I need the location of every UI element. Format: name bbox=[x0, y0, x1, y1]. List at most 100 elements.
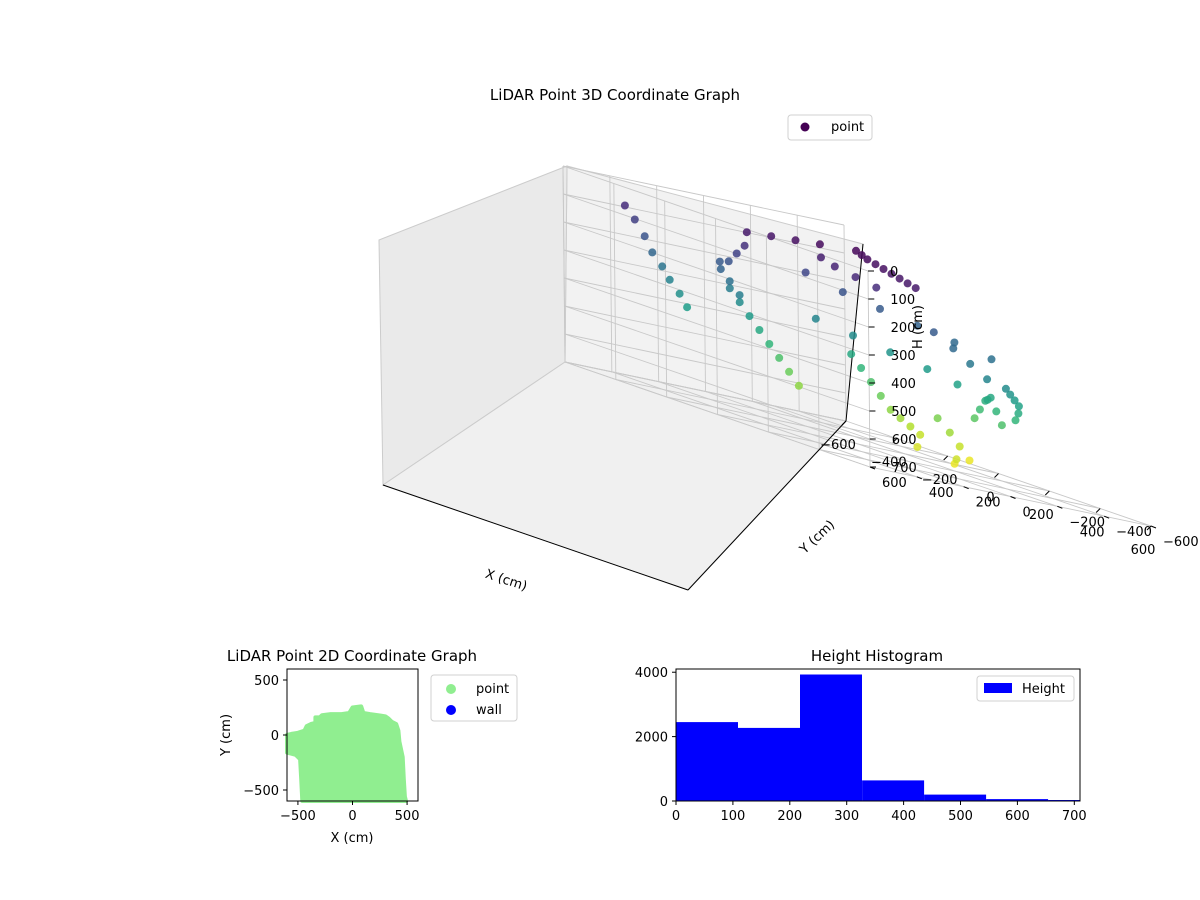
x-tick-label-2d: 500 bbox=[395, 809, 420, 824]
legend-label-wall-2d: wall bbox=[476, 703, 502, 718]
x-tick-label-hist: 300 bbox=[834, 809, 859, 824]
point-3d bbox=[795, 382, 803, 390]
point-3d bbox=[847, 350, 855, 358]
y-tick-label: 400 bbox=[929, 486, 954, 501]
point-3d bbox=[872, 260, 880, 268]
point-3d bbox=[877, 392, 885, 400]
point-3d bbox=[741, 242, 749, 250]
z-tick-label: 0 bbox=[890, 265, 898, 280]
point-3d bbox=[876, 305, 884, 313]
point-3d bbox=[716, 258, 724, 266]
histogram-title: Height Histogram bbox=[811, 647, 943, 665]
y-tick-label-hist: 2000 bbox=[635, 731, 668, 746]
point-3d bbox=[852, 247, 860, 255]
point-3d bbox=[849, 332, 857, 340]
legend-3d: point bbox=[788, 115, 872, 140]
point-3d bbox=[817, 253, 825, 261]
point-3d bbox=[1014, 410, 1022, 418]
x-tick-label: 600 bbox=[1131, 543, 1156, 558]
point-3d bbox=[736, 298, 744, 306]
legend-marker-point bbox=[801, 123, 810, 132]
y-tick-label-2d: 0 bbox=[271, 729, 279, 744]
x-tick-label-hist: 400 bbox=[891, 809, 916, 824]
y-tick-label-2d: −500 bbox=[243, 784, 279, 799]
point-3d bbox=[966, 457, 974, 465]
x-tick-label-hist: 0 bbox=[672, 809, 680, 824]
z-axis-label-3d: H (cm) bbox=[911, 305, 926, 349]
histogram-bar bbox=[924, 795, 986, 801]
y-tick-label-hist: 4000 bbox=[635, 666, 668, 681]
z-tick-label: 500 bbox=[891, 405, 916, 420]
point-3d bbox=[923, 365, 931, 373]
x-axis-label-2d: X (cm) bbox=[331, 831, 374, 846]
x-tick-label: −600 bbox=[820, 438, 856, 453]
point-3d bbox=[743, 228, 751, 236]
point-3d bbox=[934, 414, 942, 422]
point-3d bbox=[683, 303, 691, 311]
point-3d bbox=[966, 360, 974, 368]
point-3d bbox=[992, 407, 1000, 415]
y-tick-label: −400 bbox=[1116, 525, 1152, 540]
x-tick-label-hist: 500 bbox=[948, 809, 973, 824]
point-3d bbox=[767, 232, 775, 240]
x-tick-label-hist: 700 bbox=[1062, 809, 1087, 824]
x-tick-label-hist: 600 bbox=[1005, 809, 1030, 824]
z-tick-label: 600 bbox=[892, 433, 917, 448]
point-3d bbox=[916, 431, 924, 439]
point-3d bbox=[912, 284, 920, 292]
point-3d bbox=[1012, 416, 1020, 424]
point-3d bbox=[648, 248, 656, 256]
y-tick-label: 200 bbox=[976, 496, 1001, 511]
point-3d bbox=[641, 232, 649, 240]
legend-marker-height bbox=[984, 683, 1012, 693]
point-3d bbox=[816, 240, 824, 248]
point-3d bbox=[904, 279, 912, 287]
legend-label-point-3d: point bbox=[831, 120, 864, 135]
point-3d bbox=[983, 375, 991, 383]
point-3d bbox=[930, 328, 938, 336]
z-tick-label: 700 bbox=[892, 461, 917, 476]
point-3d bbox=[676, 290, 684, 298]
point-3d bbox=[725, 257, 733, 265]
point-3d bbox=[755, 326, 763, 334]
point-3d bbox=[953, 455, 961, 463]
point-3d bbox=[852, 273, 860, 281]
point-3d bbox=[775, 354, 783, 362]
z-tick-label: 400 bbox=[891, 377, 916, 392]
x-tick-label-hist: 200 bbox=[777, 809, 802, 824]
z-tick-label: 300 bbox=[891, 349, 916, 364]
point-3d bbox=[666, 276, 674, 284]
point-3d bbox=[785, 368, 793, 376]
y-tick-label: −200 bbox=[1069, 515, 1105, 530]
point-3d bbox=[726, 277, 734, 285]
point-3d bbox=[831, 263, 839, 271]
legend-marker-point-2d bbox=[446, 684, 456, 694]
y-tick-label: 600 bbox=[882, 476, 907, 491]
point-3d bbox=[988, 355, 996, 363]
point-3d bbox=[867, 378, 875, 386]
point-3d bbox=[765, 340, 773, 348]
point-3d bbox=[976, 406, 984, 414]
point-3d bbox=[998, 421, 1006, 429]
histogram-bar bbox=[800, 675, 862, 802]
point-3d bbox=[812, 315, 820, 323]
y-tick-label: 0 bbox=[1023, 506, 1031, 521]
legend-label-point-2d: point bbox=[476, 682, 509, 697]
legend-histogram: Height bbox=[977, 676, 1074, 701]
chart-3d-title: LiDAR Point 3D Coordinate Graph bbox=[490, 86, 740, 104]
point-3d bbox=[880, 265, 888, 273]
y-axis-label-2d: Y (cm) bbox=[219, 714, 234, 757]
point-3d bbox=[956, 443, 964, 451]
histogram-bar bbox=[738, 728, 800, 801]
point-3d bbox=[1002, 385, 1010, 393]
y-tick-label-2d: 500 bbox=[254, 674, 279, 689]
point-3d bbox=[954, 381, 962, 389]
point-3d bbox=[621, 202, 629, 210]
point-3d bbox=[971, 414, 979, 422]
point-3d bbox=[857, 364, 865, 372]
point-3d bbox=[658, 262, 666, 270]
point-3d bbox=[839, 288, 847, 296]
point-3d bbox=[802, 269, 810, 277]
legend-2d: point wall bbox=[431, 675, 517, 721]
